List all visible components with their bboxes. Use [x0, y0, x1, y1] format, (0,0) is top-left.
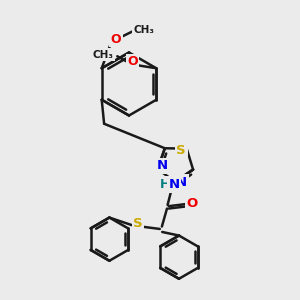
- Text: N: N: [157, 159, 168, 172]
- Text: H: H: [160, 178, 170, 191]
- Text: CH₃: CH₃: [92, 50, 113, 60]
- Text: S: S: [134, 217, 143, 230]
- Text: CH₃: CH₃: [133, 25, 154, 34]
- Text: N: N: [176, 176, 187, 189]
- Text: S: S: [176, 144, 186, 157]
- Text: O: O: [187, 197, 198, 210]
- Text: N: N: [168, 178, 179, 191]
- Text: O: O: [111, 33, 122, 46]
- Text: O: O: [127, 55, 138, 68]
